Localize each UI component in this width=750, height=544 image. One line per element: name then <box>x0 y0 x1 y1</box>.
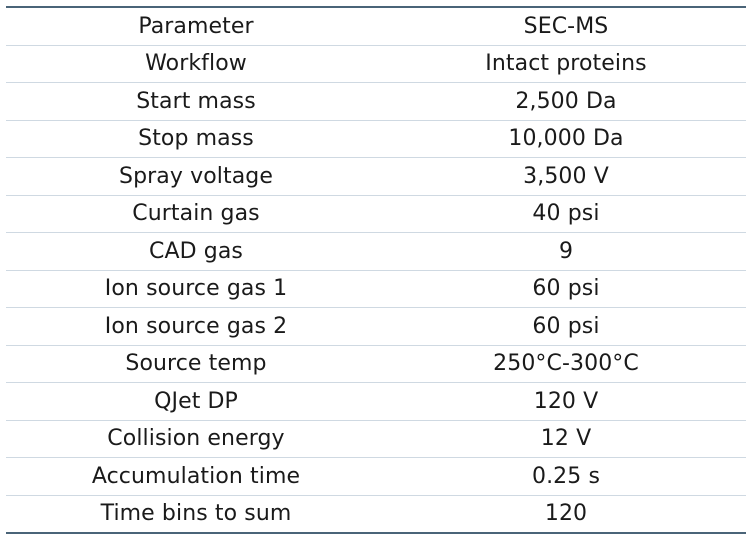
value-cell: 2,500 Da <box>515 88 617 114</box>
table-row: Stop mass 10,000 Da <box>6 120 746 158</box>
table-header: Parameter SEC-MS <box>6 7 746 45</box>
table-row: Start mass 2,500 Da <box>6 82 746 121</box>
parameter-cell: Curtain gas <box>132 201 260 227</box>
table-row: Source temp 250°C-300°C <box>6 345 746 383</box>
table-row: Workflow Intact proteins <box>6 45 746 83</box>
table-body: Workflow Intact proteins Start mass 2,50… <box>6 45 746 533</box>
parameter-cell: Stop mass <box>138 126 254 152</box>
value-cell: 0.25 s <box>531 463 601 489</box>
value-cell: 120 <box>544 501 588 527</box>
table-row: Time bins to sum 120 <box>6 495 746 533</box>
parameter-cell: Accumulation time <box>91 463 301 489</box>
value-cell: Intact proteins <box>485 51 647 77</box>
parameter-cell: Source temp <box>125 351 267 377</box>
parameters-table: Parameter SEC-MS Workflow Intact protein… <box>6 6 746 534</box>
parameter-cell: CAD gas <box>149 238 243 264</box>
parameter-cell: Time bins to sum <box>100 501 292 527</box>
header-row: Parameter SEC-MS <box>6 7 746 45</box>
table-row: Ion source gas 1 60 psi <box>6 270 746 308</box>
value-cell: 60 psi <box>532 313 600 339</box>
parameter-cell: Ion source gas 1 <box>104 276 288 302</box>
header-parameter: Parameter <box>138 13 254 39</box>
value-cell: 12 V <box>540 426 592 452</box>
value-cell: 120 V <box>533 388 599 414</box>
value-cell: 9 <box>558 238 574 264</box>
table-row: Spray voltage 3,500 V <box>6 157 746 196</box>
table-row: Ion source gas 2 60 psi <box>6 307 746 346</box>
table-row: Collision energy 12 V <box>6 420 746 458</box>
table-row: Accumulation time 0.25 s <box>6 457 746 496</box>
header-sec-ms: SEC-MS <box>523 13 609 39</box>
value-cell: 250°C-300°C <box>493 351 639 377</box>
parameter-cell: Start mass <box>136 88 256 114</box>
parameter-cell: QJet DP <box>154 388 238 414</box>
parameter-cell: Spray voltage <box>119 163 273 189</box>
parameter-cell: Ion source gas 2 <box>104 313 288 339</box>
value-cell: 3,500 V <box>523 163 609 189</box>
parameter-cell: Collision energy <box>107 426 285 452</box>
table-row: Curtain gas 40 psi <box>6 195 746 233</box>
value-cell: 40 psi <box>532 201 600 227</box>
parameter-cell: Workflow <box>145 51 247 77</box>
value-cell: 60 psi <box>532 276 600 302</box>
value-cell: 10,000 Da <box>508 126 624 152</box>
table-row: QJet DP 120 V <box>6 382 746 421</box>
table-row: CAD gas 9 <box>6 232 746 271</box>
